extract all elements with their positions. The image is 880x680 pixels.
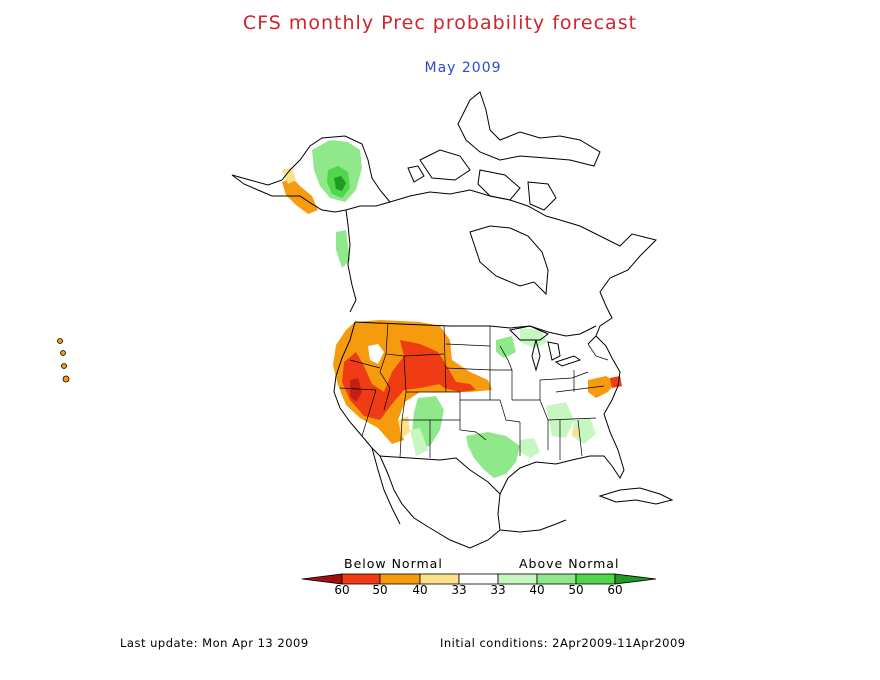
texas-above-33-area — [520, 438, 540, 458]
arctic-island-3 — [477, 169, 521, 201]
arctic-island-4 — [527, 181, 557, 211]
us-west-coast — [333, 321, 381, 457]
lake-superior — [508, 325, 549, 341]
west-us-hole — [368, 344, 384, 364]
lake-erie — [554, 355, 582, 367]
west-us-below-50-area — [342, 352, 440, 420]
bc-coast-above-area — [336, 230, 350, 268]
northern-plains-below-50-area — [400, 340, 476, 392]
alaska-outline — [231, 135, 391, 213]
arctic-island-5 — [407, 165, 425, 183]
map-title: CFS monthly Prec probability forecast — [242, 12, 638, 34]
legend-swatch — [614, 573, 657, 585]
us-mexico-border — [379, 455, 501, 495]
south-atlantic-below-33-area — [572, 428, 580, 436]
west-us-below-60-area — [350, 378, 362, 402]
last-update-text: Last update: Mon Apr 13 2009 — [120, 636, 309, 650]
east-coast-below-50-area — [610, 376, 622, 388]
hudson-bay — [469, 225, 549, 296]
arctic-island-2 — [457, 91, 601, 167]
lake-michigan — [531, 339, 541, 372]
us-canada-border — [354, 321, 597, 337]
legend-above-label: Above Normal — [519, 556, 620, 571]
initial-conditions-text: Initial conditions: 2Apr2009-11Apr2009 — [440, 636, 686, 650]
legend-tick-label: 33 — [451, 583, 467, 597]
legend-colorbar — [301, 573, 657, 585]
great-lakes-above-33-area — [520, 328, 548, 348]
alaska-below-33-area — [282, 168, 296, 184]
legend-tick-label: 40 — [529, 583, 545, 597]
labrador-coast — [559, 219, 657, 345]
alaska-panhandle — [345, 209, 357, 313]
map-subtitle: May 2009 — [424, 60, 502, 76]
baja-california — [371, 447, 401, 525]
legend-tick-label: 50 — [372, 583, 388, 597]
texas-above-40-area — [466, 432, 520, 478]
southwest-above-33-area — [410, 428, 428, 456]
mexico-outline — [379, 455, 501, 549]
southeast-above-33-area-2 — [572, 418, 596, 444]
state-boundaries — [339, 322, 609, 460]
yucatan — [499, 519, 567, 533]
forecast-shading — [57, 140, 622, 478]
cuba-outline — [598, 487, 674, 505]
hawaii-islands — [57, 338, 70, 383]
lake-huron — [547, 341, 561, 361]
legend-below-label: Below Normal — [344, 556, 443, 571]
arctic-island-1 — [419, 149, 471, 181]
east-coast-below-40-area — [588, 376, 616, 398]
legend-tick-label: 33 — [490, 583, 506, 597]
legend-tick-label: 40 — [412, 583, 428, 597]
great-lakes-above-40-area — [496, 336, 516, 358]
map-outlines — [231, 91, 674, 549]
legend-tick-label: 50 — [568, 583, 584, 597]
gulf-coast — [499, 335, 625, 495]
legend-tick-label: 60 — [607, 583, 623, 597]
legend-tick-label: 60 — [334, 583, 350, 597]
canada-arctic-coast — [389, 189, 561, 221]
alaska-above-60-area — [334, 176, 346, 191]
